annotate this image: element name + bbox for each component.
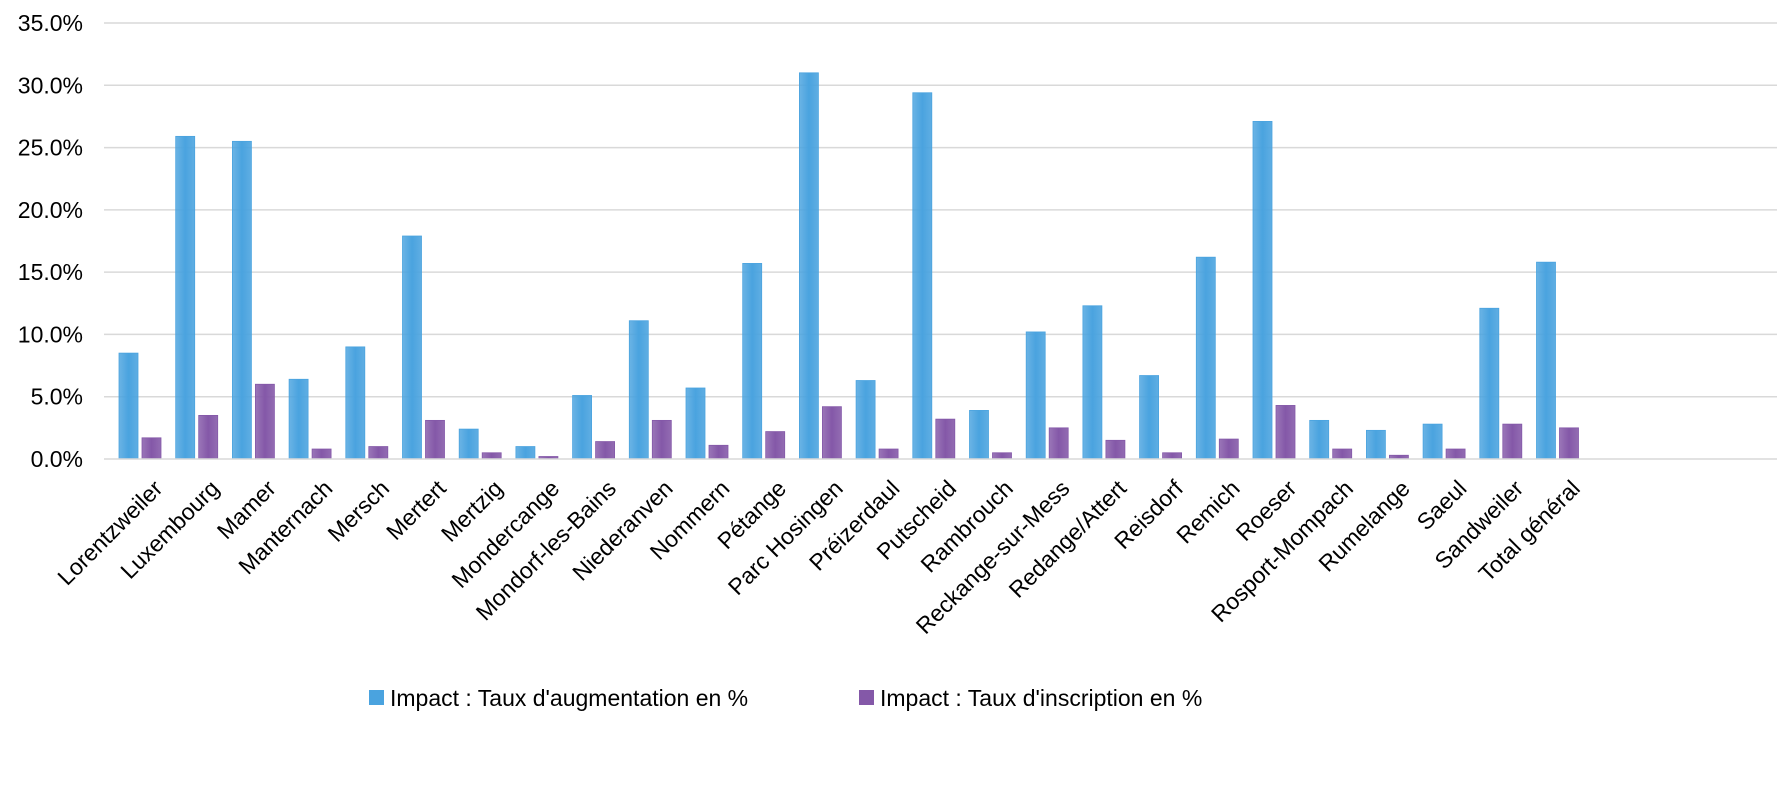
bar-inscription-11	[765, 431, 786, 460]
bar-inscription-17	[1105, 439, 1126, 460]
bar-augmentation-22	[1366, 429, 1386, 460]
bar-augmentation-4	[345, 346, 366, 460]
bar-augmentation-3	[288, 378, 309, 460]
x-category-label: Mersch	[323, 475, 395, 547]
bar-inscription-16	[1048, 427, 1069, 460]
bar-inscription-6	[481, 452, 502, 460]
legend-label-augmentation: Impact : Taux d'augmentation en %	[390, 685, 748, 711]
bar-augmentation-15	[969, 410, 989, 460]
bar-inscription-24	[1502, 423, 1523, 460]
bar-inscription-14	[935, 418, 956, 460]
bar-inscription-23	[1445, 448, 1466, 460]
bars	[118, 72, 1579, 460]
bar-augmentation-21	[1309, 419, 1330, 460]
bar-inscription-19	[1218, 438, 1239, 460]
bar-inscription-18	[1162, 452, 1182, 460]
bar-augmentation-19	[1195, 256, 1216, 460]
bar-inscription-15	[992, 452, 1012, 460]
bar-inscription-1	[198, 414, 219, 460]
bar-augmentation-14	[912, 92, 933, 460]
bar-augmentation-5	[402, 235, 422, 460]
y-tick-label: 15.0%	[18, 259, 83, 285]
y-tick-label: 0.0%	[31, 446, 83, 472]
bar-inscription-8	[595, 441, 615, 460]
bar-augmentation-17	[1082, 305, 1103, 460]
bar-inscription-9	[651, 419, 672, 460]
y-tick-label: 10.0%	[18, 321, 83, 347]
bar-augmentation-10	[685, 387, 706, 460]
bar-augmentation-9	[628, 320, 649, 460]
bar-inscription-3	[311, 448, 332, 460]
legend-swatch-inscription	[859, 690, 874, 705]
y-tick-label: 25.0%	[18, 135, 83, 161]
bar-inscription-12	[822, 406, 842, 460]
bar-inscription-4	[368, 446, 389, 460]
bar-augmentation-1	[175, 135, 196, 460]
bar-inscription-25	[1559, 427, 1579, 460]
y-tick-label: 35.0%	[18, 10, 83, 36]
bar-augmentation-16	[1025, 331, 1046, 460]
bar-augmentation-25	[1536, 261, 1556, 460]
bar-inscription-21	[1332, 448, 1353, 460]
bar-augmentation-20	[1252, 121, 1273, 460]
gridlines	[104, 22, 1777, 398]
bar-inscription-2	[254, 383, 275, 460]
legend: Impact : Taux d'augmentation en % Impact…	[369, 685, 1202, 711]
bar-augmentation-24	[1479, 307, 1500, 460]
bar-inscription-20	[1275, 405, 1296, 460]
bar-augmentation-0	[118, 352, 139, 460]
bar-inscription-10	[708, 444, 729, 460]
bar-augmentation-2	[231, 140, 252, 460]
bar-augmentation-13	[855, 380, 876, 460]
legend-swatch-augmentation	[369, 690, 384, 705]
bar-augmentation-8	[572, 395, 592, 460]
y-tick-label: 20.0%	[18, 197, 83, 223]
bar-augmentation-7	[515, 446, 536, 460]
y-tick-label: 30.0%	[18, 72, 83, 98]
bar-inscription-0	[141, 437, 162, 460]
bar-augmentation-6	[458, 428, 479, 460]
legend-label-inscription: Impact : Taux d'inscription en %	[880, 685, 1202, 711]
bar-augmentation-18	[1139, 375, 1159, 460]
y-tick-label: 5.0%	[31, 384, 83, 410]
y-axis-tick-labels: 0.0% 5.0% 10.0% 15.0% 20.0% 25.0% 30.0% 35.0%	[18, 10, 83, 472]
bar-augmentation-23	[1422, 423, 1443, 460]
bar-inscription-5	[425, 419, 445, 460]
bar-inscription-13	[878, 448, 899, 460]
bar-augmentation-12	[799, 72, 819, 460]
bar-augmentation-11	[742, 263, 763, 460]
x-category-label: Remich	[1171, 475, 1245, 549]
x-axis-category-labels: LorentzweilerLuxembourgMamerManternachMe…	[52, 475, 1585, 639]
